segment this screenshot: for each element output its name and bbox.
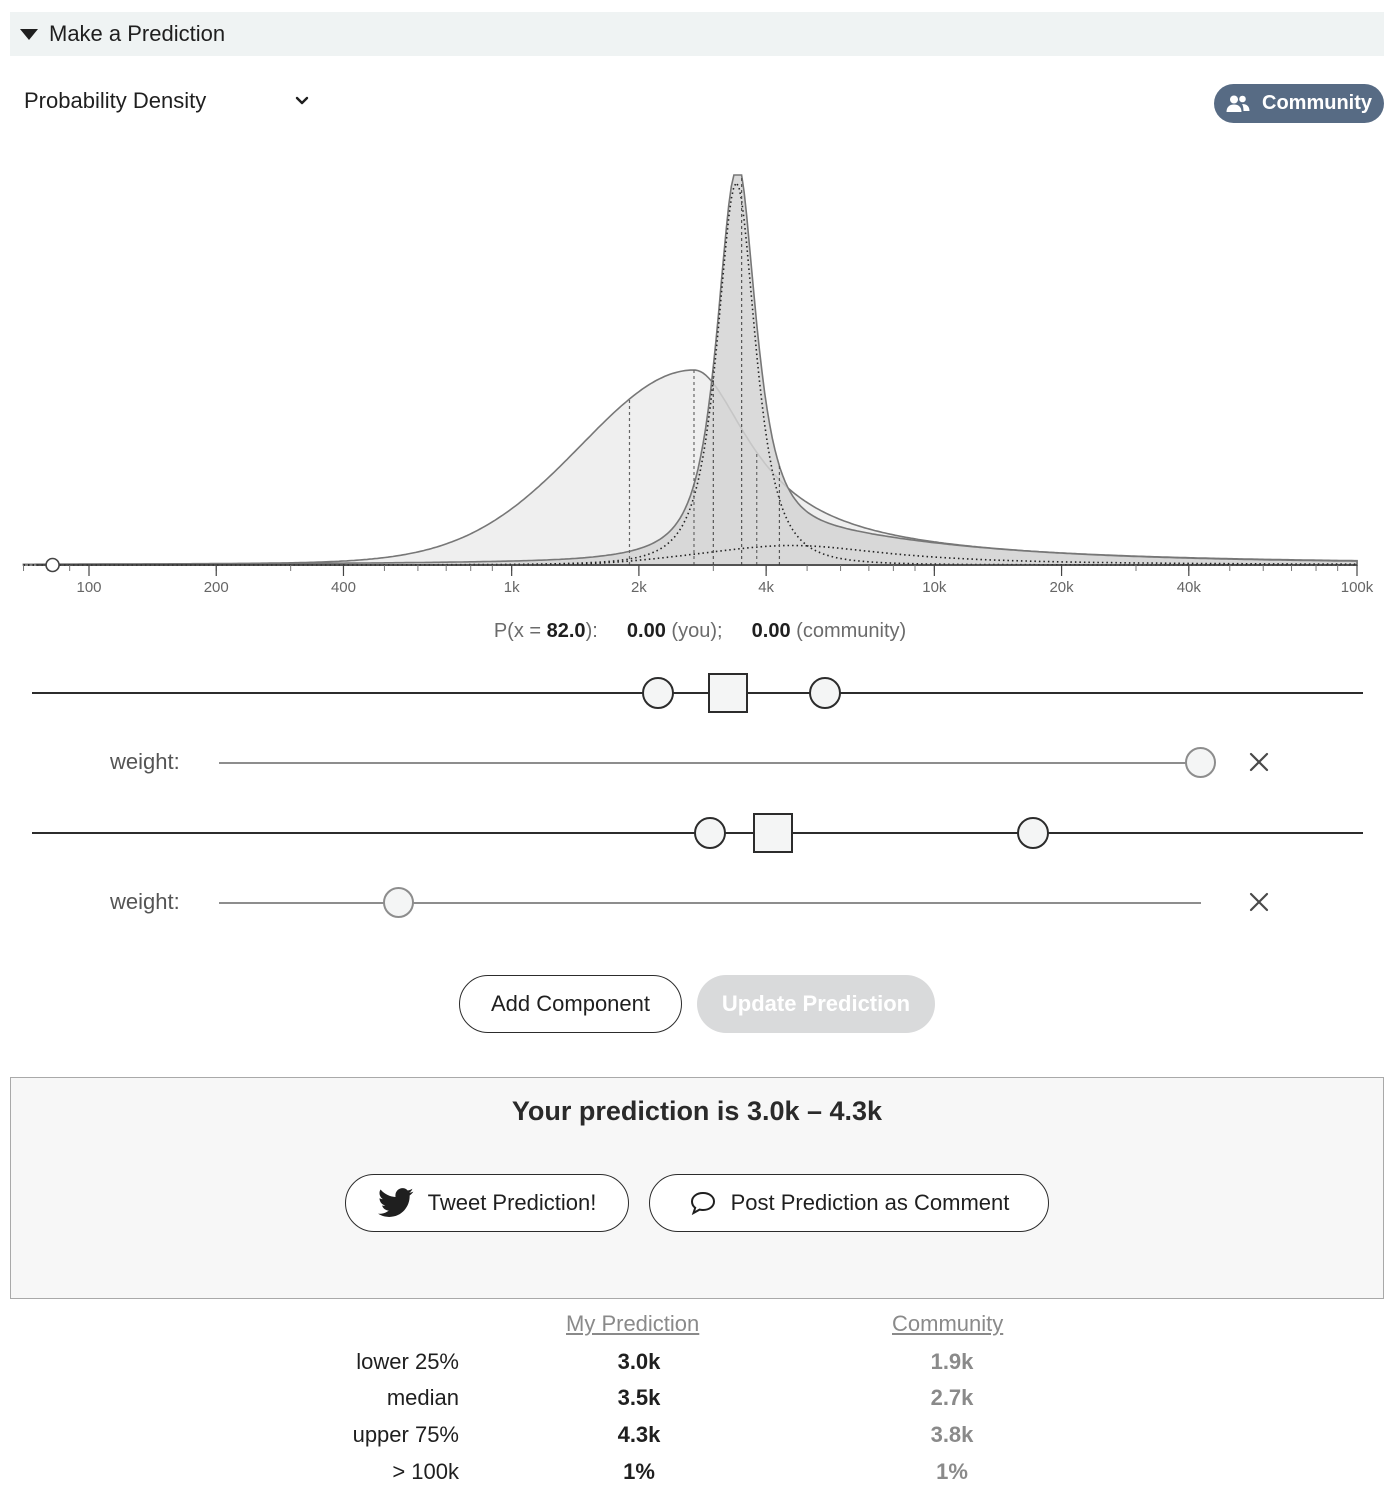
component-1-remove-icon[interactable]	[1248, 751, 1270, 773]
density-areas	[22, 174, 1358, 566]
component-2-lower-handle[interactable]	[694, 817, 726, 849]
stats-header-mine[interactable]: My Prediction	[566, 1311, 700, 1336]
x-axis: 100 200 400 1k 2k 4k 10k 20k 40k 100k	[23, 557, 1374, 596]
component-2-remove-icon[interactable]	[1248, 891, 1270, 913]
x-tick-label: 100k	[1341, 579, 1374, 596]
chevron-down-icon	[295, 96, 309, 105]
twitter-bird-icon	[377, 1188, 414, 1217]
component-2-upper-handle[interactable]	[1017, 817, 1049, 849]
collapse-triangle-icon	[20, 28, 38, 40]
component-2-center-handle[interactable]	[753, 813, 793, 853]
x-tick-label: 100	[76, 579, 101, 596]
stats-row-mine: 3.0k	[617, 1349, 661, 1374]
stats-row-mine: 3.5k	[617, 1385, 661, 1410]
probability-readout: P(x = 82.0): 0.00 (you); 0.00 (community…	[0, 620, 1400, 643]
x-tick-label: 40k	[1177, 579, 1202, 596]
hover-marker	[45, 557, 60, 573]
component-1-weight-knob[interactable]	[1185, 747, 1216, 778]
stats-row-community: 1.9k	[930, 1349, 974, 1374]
prediction-summary: Your prediction is 3.0k – 4.3k	[511, 1096, 883, 1126]
post-comment-button[interactable]: Post Prediction as Comment	[649, 1174, 1049, 1232]
component-2-weight-knob[interactable]	[383, 887, 414, 918]
component-1-upper-handle[interactable]	[809, 677, 841, 709]
component-1-center-handle[interactable]	[708, 673, 748, 713]
stats-row-label: median	[386, 1385, 459, 1410]
stats-row-community: 1%	[936, 1459, 968, 1484]
x-tick-label: 10k	[922, 579, 947, 596]
x-tick-label: 20k	[1049, 579, 1074, 596]
probability-density-chart[interactable]: 100 200 400 1k 2k 4k 10k 20k 40k 100k	[0, 150, 1400, 610]
component-2-weight-label: weight:	[110, 889, 180, 914]
users-icon	[1226, 95, 1250, 112]
chart-type-select[interactable]: Probability Density	[24, 84, 316, 118]
stats-row-label: lower 25%	[356, 1349, 459, 1374]
make-prediction-header[interactable]: Make a Prediction	[10, 12, 1384, 56]
readout-suffix: ):	[585, 620, 598, 642]
stats-row-mine: 1%	[623, 1459, 655, 1484]
community-toggle-button[interactable]: Community	[1214, 84, 1384, 123]
tweet-prediction-button[interactable]: Tweet Prediction!	[345, 1174, 629, 1232]
component-1-weight-label: weight:	[110, 749, 180, 774]
stats-row-label: > 100k	[392, 1459, 459, 1484]
readout-prefix: P(x =	[493, 620, 547, 642]
readout-you-label: (you);	[671, 620, 723, 642]
stats-row-label: upper 75%	[352, 1422, 459, 1447]
readout-community-value: 0.00	[751, 620, 791, 642]
readout-community-label: (community)	[796, 620, 907, 642]
my-density-area	[22, 174, 1358, 566]
stats-row-mine: 4.3k	[617, 1422, 661, 1447]
post-comment-label: Post Prediction as Comment	[730, 1190, 1010, 1215]
component-1-lower-handle[interactable]	[642, 677, 674, 709]
chart-type-value: Probability Density	[24, 88, 207, 113]
community-toggle-label: Community	[1262, 92, 1372, 114]
x-tick-label: 200	[204, 579, 229, 596]
component-1-weight-track[interactable]	[219, 762, 1201, 764]
x-tick-label: 400	[331, 579, 356, 596]
stats-header-community[interactable]: Community	[892, 1311, 1004, 1336]
component-2-curve	[23, 544, 1357, 566]
prediction-result-panel: Your prediction is 3.0k – 4.3k Tweet Pre…	[10, 1077, 1384, 1299]
x-tick-label: 4k	[758, 579, 774, 596]
component-1-slider-track[interactable]	[32, 692, 1363, 694]
speech-bubble-icon	[690, 1191, 715, 1216]
add-component-button[interactable]: Add Component	[459, 975, 682, 1033]
update-prediction-button[interactable]: Update Prediction	[697, 975, 935, 1033]
readout-you-value: 0.00	[626, 620, 666, 642]
tweet-prediction-label: Tweet Prediction!	[427, 1190, 597, 1215]
stats-row-community: 2.7k	[930, 1385, 974, 1410]
component-2-weight-track[interactable]	[219, 902, 1201, 904]
readout-x-value: 82.0	[546, 620, 586, 642]
stats-row-community: 3.8k	[930, 1422, 974, 1447]
x-tick-label: 1k	[504, 579, 520, 596]
x-tick-label: 2k	[631, 579, 647, 596]
section-title: Make a Prediction	[49, 21, 226, 46]
